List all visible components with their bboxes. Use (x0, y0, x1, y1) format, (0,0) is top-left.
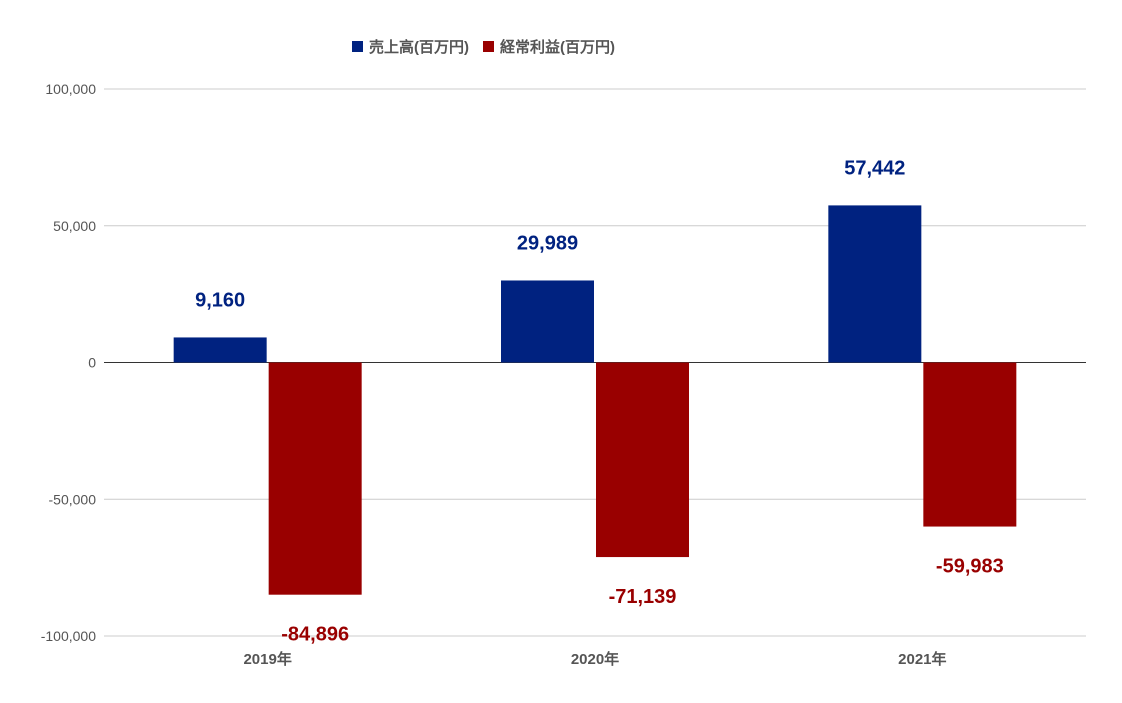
y-tick-label: -100,000 (41, 628, 96, 644)
bar-profit (268, 362, 362, 595)
legend-swatch-profit (483, 41, 494, 52)
legend-label-sales: 売上高(百万円) (369, 39, 469, 56)
bar-sales (828, 205, 922, 363)
legend-swatch-sales (352, 41, 363, 52)
legend: 売上高(百万円) 経常利益(百万円) (352, 36, 629, 57)
y-tick-label: 0 (88, 355, 96, 371)
y-tick-label: 50,000 (53, 218, 96, 234)
data-label-profit: -71,139 (609, 586, 677, 608)
data-label-profit: -84,896 (281, 624, 349, 646)
bar-profit (596, 362, 689, 558)
data-label-sales: 9,160 (195, 289, 245, 311)
bar-profit (923, 362, 1017, 527)
legend-item-profit: 経常利益(百万円) (483, 36, 615, 57)
legend-label-profit: 経常利益(百万円) (500, 39, 615, 56)
x-category-label: 2020年 (571, 650, 619, 668)
bar-sales (501, 280, 594, 363)
bar-sales (173, 337, 267, 363)
data-label-sales: 57,442 (844, 157, 905, 179)
legend-item-sales: 売上高(百万円) (352, 36, 469, 57)
data-label-sales: 29,989 (517, 232, 578, 254)
x-category-label: 2019年 (243, 650, 291, 668)
x-category-label: 2021年 (898, 650, 946, 668)
y-tick-label: 100,000 (45, 81, 96, 97)
y-tick-label: -50,000 (49, 491, 97, 507)
data-label-profit: -59,983 (936, 556, 1004, 578)
